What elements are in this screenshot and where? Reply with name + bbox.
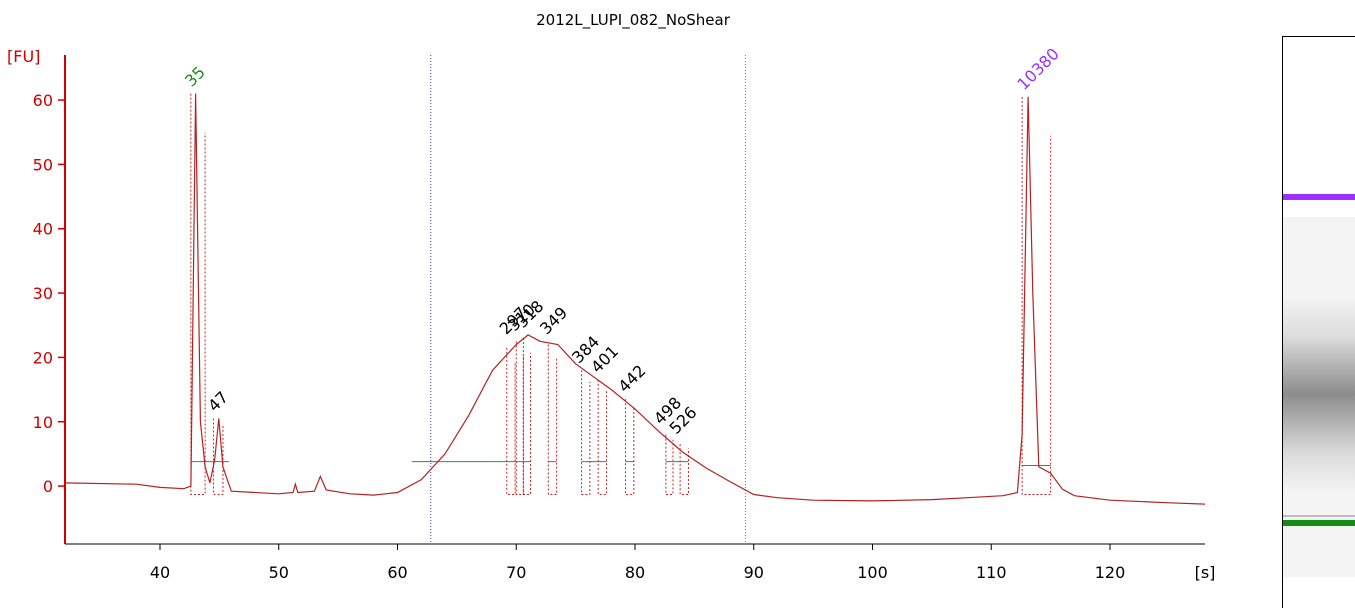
x-tick-label: 120 bbox=[1095, 563, 1126, 582]
chart-title: 2012L_LUPI_082_NoShear bbox=[536, 11, 731, 30]
peak-label: 35 bbox=[181, 63, 209, 91]
gel-lane bbox=[1283, 194, 1355, 577]
x-tick-label: 100 bbox=[857, 563, 888, 582]
peak-integration-bar bbox=[522, 338, 531, 495]
x-tick-label: 80 bbox=[625, 563, 645, 582]
x-tick-label: 110 bbox=[976, 563, 1007, 582]
peak-integration-bar bbox=[597, 379, 607, 495]
y-tick-label: 20 bbox=[33, 348, 53, 367]
y-tick-label: 50 bbox=[33, 155, 53, 174]
signal-trace bbox=[64, 93, 1206, 505]
peak-integration-bar bbox=[506, 347, 516, 495]
upper-marker-band bbox=[1283, 194, 1355, 200]
x-tick-label: 70 bbox=[506, 563, 526, 582]
peak-integration-bar bbox=[212, 418, 224, 495]
peak-integration-bar bbox=[190, 93, 206, 495]
gel-smear bbox=[1283, 299, 1355, 489]
peak-integration-bar bbox=[1021, 96, 1052, 495]
peak-integration-bar bbox=[625, 399, 635, 495]
y-tick-label: 30 bbox=[33, 284, 53, 303]
peak-integration-bar bbox=[581, 370, 591, 495]
x-tick-label: 40 bbox=[150, 563, 170, 582]
lower-marker-band bbox=[1283, 520, 1355, 526]
x-axis-unit: [s] bbox=[1195, 563, 1216, 582]
x-tick-label: 60 bbox=[387, 563, 407, 582]
peak-label: 47 bbox=[204, 388, 232, 416]
gel-faint-band bbox=[1283, 515, 1355, 517]
peak-label: 10380 bbox=[1013, 44, 1062, 93]
peak-integration-bar bbox=[547, 344, 558, 495]
electropherogram-chart: 2012L_LUPI_082_NoShear [FU] [s] 0 10 20 30 4… bbox=[7, 11, 1216, 582]
gel-image bbox=[1282, 36, 1355, 608]
peak-label: 442 bbox=[614, 361, 649, 396]
peak-integration-bar bbox=[515, 341, 524, 495]
y-axis-label: [FU] bbox=[7, 47, 40, 66]
y-tick-label: 10 bbox=[33, 413, 53, 432]
x-tick-label: 90 bbox=[744, 563, 764, 582]
x-tick-label: 50 bbox=[269, 563, 289, 582]
peak-integration-bar bbox=[679, 444, 689, 495]
y-tick-label: 60 bbox=[33, 91, 53, 110]
peak-integration-bar bbox=[665, 434, 674, 495]
y-tick-label: 40 bbox=[33, 220, 53, 239]
y-tick-label: 0 bbox=[43, 477, 53, 496]
